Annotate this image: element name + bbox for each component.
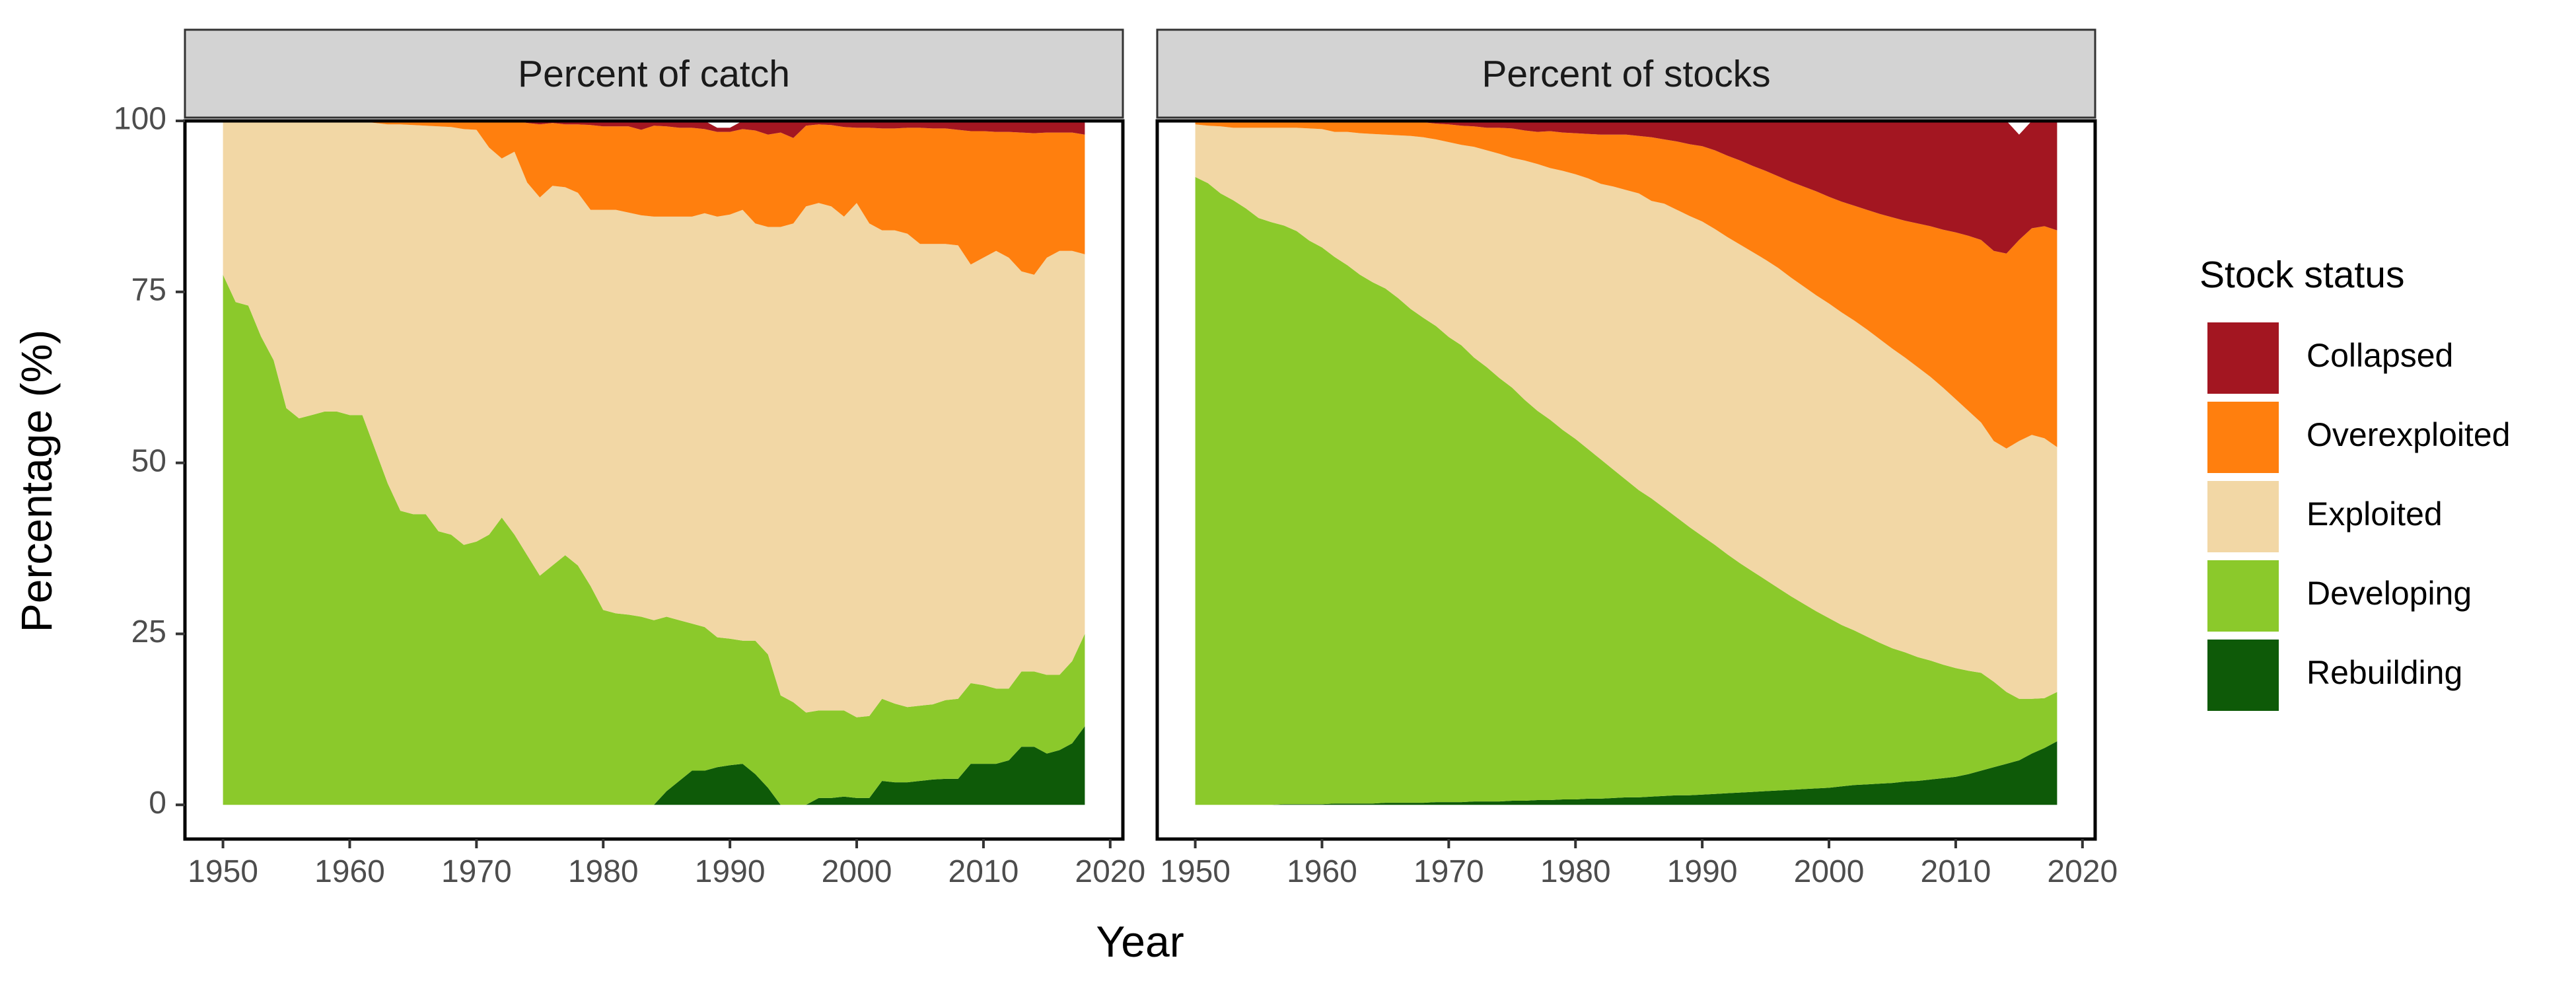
- area-collapsed: [223, 121, 1085, 138]
- x-tick-label: 1960: [314, 854, 385, 889]
- x-tick-label: 1950: [188, 854, 258, 889]
- area-layers: [1195, 121, 2057, 805]
- legend-label-collapsed: Collapsed: [2307, 337, 2453, 374]
- area-exploited: [223, 121, 1085, 717]
- x-axis-title: Year: [1096, 917, 1184, 966]
- legend-swatch-overexploited: [2207, 402, 2279, 473]
- panel-percent-of-stocks: Percent of stocks 1950 1960 1970 1980 1990 20…: [1155, 28, 2118, 889]
- panel-border: [1155, 119, 2097, 841]
- y-tick-label: 25: [131, 614, 166, 649]
- x-tick-label: 2020: [2047, 854, 2118, 889]
- area-developing: [1195, 176, 2057, 805]
- x-tick-label: 1980: [568, 854, 639, 889]
- legend-swatch-exploited: [2207, 481, 2279, 552]
- area-exploited: [1195, 124, 2057, 699]
- panel-title: Percent of catch: [518, 53, 790, 95]
- y-tick-label: 0: [149, 786, 166, 821]
- x-tick-label: 1990: [695, 854, 766, 889]
- x-axis: 1950 1960 1970 1980 1990 2000 2010 2020: [188, 839, 1145, 889]
- area-layers: [223, 121, 1085, 805]
- area-rebuilding: [1195, 741, 2057, 805]
- x-tick-label: 1980: [1540, 854, 1611, 889]
- x-tick-label: 2000: [1794, 854, 1865, 889]
- y-axis: 0 25 50 75 100: [114, 102, 185, 821]
- x-tick-label: 2010: [1921, 854, 1991, 889]
- x-tick-label: 1970: [1413, 854, 1484, 889]
- legend-swatch-rebuilding: [2207, 640, 2279, 711]
- area-rebuilding: [223, 726, 1085, 805]
- panel-percent-of-catch: Percent of catch 1950 1960 1970 1980 1990 200…: [183, 28, 1145, 889]
- legend-label-developing: Developing: [2307, 575, 2472, 612]
- area-developing: [223, 274, 1085, 805]
- y-axis-title: Percentage (%): [12, 330, 61, 633]
- x-axis: 1950 1960 1970 1980 1990 2000 2010 2020: [1160, 839, 2118, 889]
- x-tick-label: 1970: [441, 854, 512, 889]
- area-collapsed: [1195, 121, 2057, 254]
- strip-background: [184, 28, 1124, 119]
- x-tick-label: 1990: [1667, 854, 1738, 889]
- y-tick-label: 75: [131, 272, 166, 307]
- legend-title: Stock status: [2200, 254, 2404, 296]
- x-tick-label: 1950: [1160, 854, 1231, 889]
- legend-label-overexploited: Overexploited: [2307, 416, 2511, 453]
- legend-swatch-developing: [2207, 560, 2279, 632]
- legend-label-exploited: Exploited: [2307, 495, 2443, 532]
- x-tick-label: 2000: [822, 854, 892, 889]
- y-tick-label: 100: [114, 102, 166, 137]
- x-tick-label: 2010: [948, 854, 1019, 889]
- x-tick-label: 1960: [1287, 854, 1357, 889]
- panel-title: Percent of stocks: [1482, 53, 1770, 95]
- legend-label-rebuilding: Rebuilding: [2307, 654, 2462, 691]
- x-tick-label: 2020: [1075, 854, 1145, 889]
- panel-border: [183, 119, 1125, 841]
- legend-swatch-collapsed: [2207, 322, 2279, 394]
- area-overexploited: [223, 121, 1085, 275]
- legend: Stock status Collapsed Overexploited Explo…: [2200, 254, 2511, 711]
- area-overexploited: [1195, 121, 2057, 449]
- y-tick-label: 50: [131, 443, 166, 478]
- strip-background: [1156, 28, 2096, 119]
